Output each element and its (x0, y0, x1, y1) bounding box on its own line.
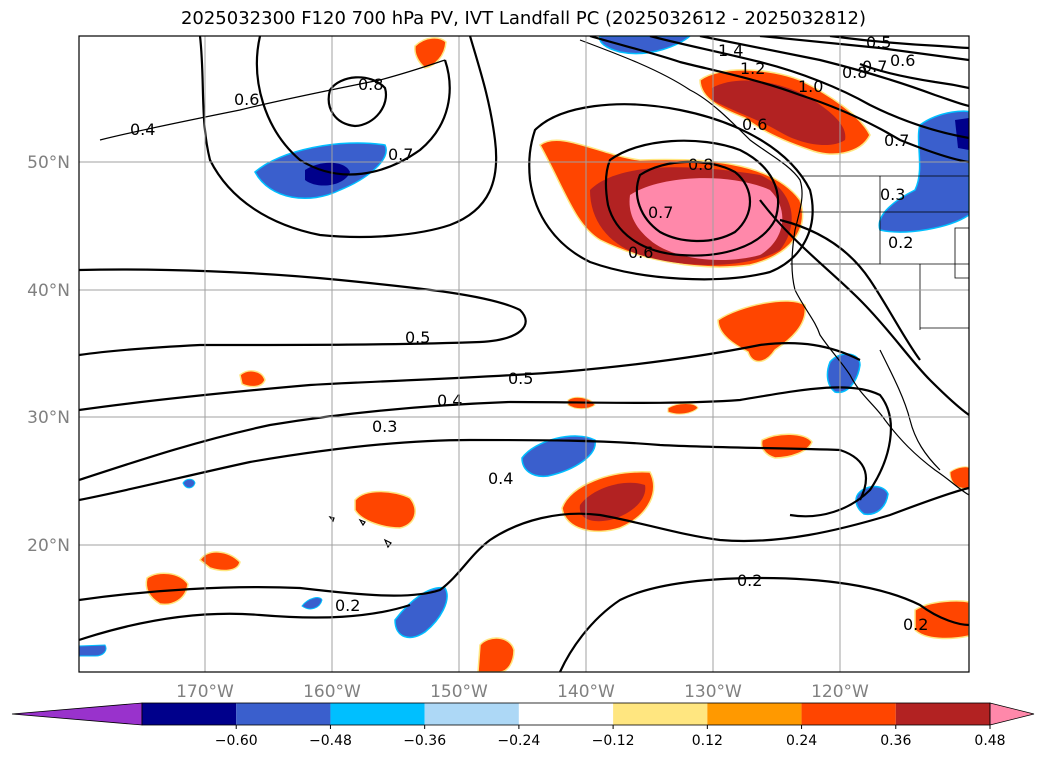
colorbar-ticks: −0.60 −0.48 −0.36 −0.24 −0.12 0.12 0.24 0.36 0.4… (215, 725, 1006, 749)
lon-tick-label: 150°W (430, 682, 488, 702)
plot-frame (78, 35, 970, 673)
colorbar-extend-max (989, 702, 1035, 726)
lon-tick-label: 170°W (176, 682, 234, 702)
colorbar-tick-label: −0.24 (497, 733, 540, 749)
colorbar-segment (801, 703, 896, 725)
contour-label: 0.4 (437, 391, 462, 410)
colorbar-tick-label: −0.48 (309, 733, 352, 749)
colorbar-tick-label: 0.48 (974, 733, 1005, 749)
colorbar-tick-label: 0.12 (692, 733, 723, 749)
lon-tick-label: 140°W (557, 682, 615, 702)
colorbar-segment (518, 703, 614, 725)
colorbar-segment (895, 703, 990, 725)
colorbar-segments (11, 702, 1035, 726)
contour-label: 0.2 (335, 596, 360, 615)
contour-label: 0.2 (888, 233, 913, 252)
contour-label: 0.4 (488, 469, 513, 488)
lat-tick-labels: 50°N 40°N 30°N 20°N (27, 153, 70, 556)
contour-label: 0.6 (890, 51, 915, 70)
colorbar-segment (424, 703, 519, 725)
colorbar-segment (142, 703, 237, 725)
ivt-shading (79, 36, 969, 672)
gridlines (79, 36, 969, 672)
contour-label: 0.7 (862, 57, 887, 76)
colorbar: −0.60 −0.48 −0.36 −0.24 −0.12 0.12 0.24 0.36 0.4… (11, 702, 1035, 749)
contour-label: 0.5 (866, 33, 891, 52)
contour-label: 0.8 (358, 75, 383, 94)
colorbar-tick-label: 0.24 (786, 733, 817, 749)
colorbar-outline (141, 702, 991, 726)
contour-label: 0.2 (903, 615, 928, 634)
contour-label: 1.4 (718, 41, 743, 60)
colorbar-segment (613, 703, 708, 725)
lat-tick-label: 40°N (27, 281, 70, 301)
coastlines (99, 39, 969, 549)
contour-label: 0.6 (234, 90, 259, 109)
contour-label: 0.5 (508, 369, 533, 388)
contour-label: 0.3 (372, 417, 397, 436)
contour-label: 0.8 (842, 63, 867, 82)
contour-label: 0.6 (742, 115, 767, 134)
colorbar-segment (707, 703, 802, 725)
contour-label: 0.6 (628, 243, 653, 262)
lon-tick-label: 130°W (684, 682, 742, 702)
colorbar-tick-label: 0.36 (880, 733, 911, 749)
lon-tick-label: 120°W (811, 682, 869, 702)
colorbar-tick-label: −0.12 (592, 733, 635, 749)
contour-labels: 0.4 0.8 0.7 0.6 1.4 1.2 1.0 0.5 0.7 0.6 … (130, 33, 928, 634)
lon-tick-label: 160°W (303, 682, 361, 702)
contour-label: 0.7 (648, 203, 673, 222)
contour-label: 0.8 (688, 155, 713, 174)
contour-label: 0.4 (130, 120, 155, 139)
colorbar-segment (236, 703, 331, 725)
colorbar-tick-label: −0.60 (215, 733, 258, 749)
borders (790, 175, 969, 330)
lat-tick-label: 30°N (27, 408, 70, 428)
lon-tick-labels: 170°W 160°W 150°W 140°W 130°W 120°W (176, 682, 869, 702)
lat-tick-label: 50°N (27, 153, 70, 173)
map-title: 2025032300 F120 700 hPa PV, IVT Landfall… (180, 8, 867, 29)
contour-label: 0.3 (880, 185, 905, 204)
colorbar-tick-label: −0.36 (403, 733, 446, 749)
contour-label: 0.7 (388, 145, 413, 164)
lat-tick-label: 20°N (27, 536, 70, 556)
pv-contours (79, 36, 969, 672)
contour-label: 1.2 (740, 59, 765, 78)
colorbar-segment (330, 703, 425, 725)
contour-label: 0.5 (405, 328, 430, 347)
colorbar-extend-min (11, 702, 143, 726)
contour-label: 1.0 (798, 77, 823, 96)
contour-label: 0.7 (884, 131, 909, 150)
contour-label: 0.2 (737, 571, 762, 590)
